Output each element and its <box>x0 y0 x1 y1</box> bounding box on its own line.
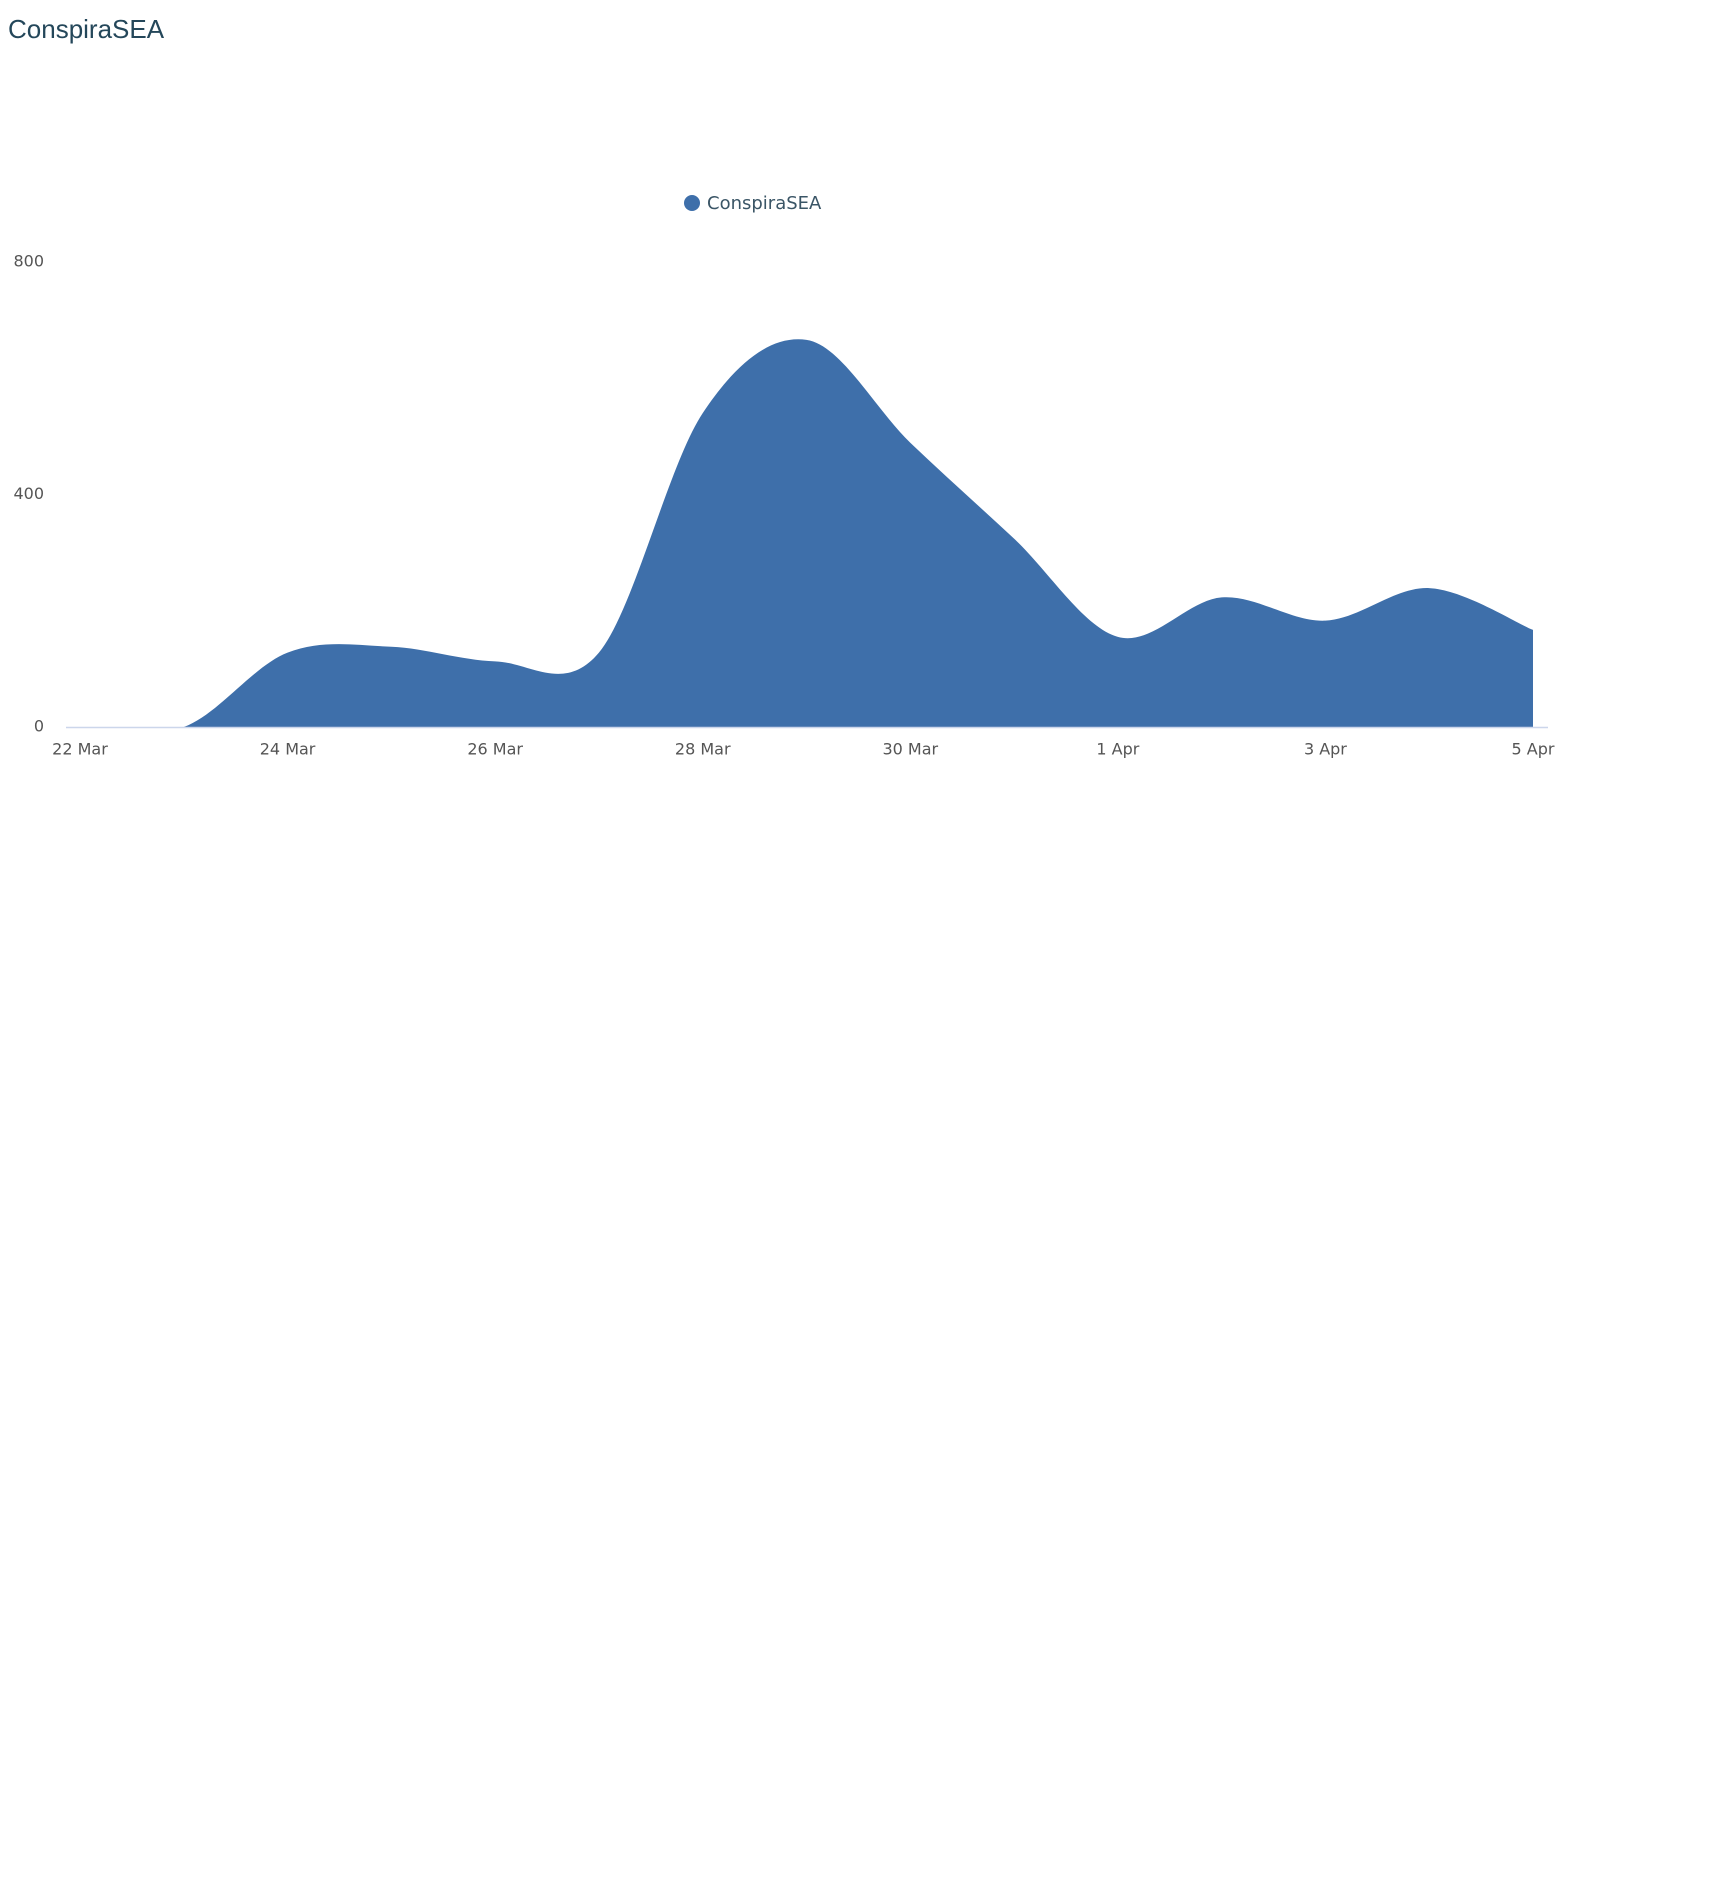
x-tick-label: 5 Apr <box>1512 740 1555 759</box>
x-tick-label: 22 Mar <box>52 740 108 759</box>
x-tick-label: 26 Mar <box>467 740 523 759</box>
x-tick-label: 24 Mar <box>260 740 316 759</box>
x-tick-label: 1 Apr <box>1096 740 1139 759</box>
x-tick-label: 28 Mar <box>675 740 731 759</box>
y-tick-label: 800 <box>13 252 44 271</box>
x-tick-label: 30 Mar <box>882 740 938 759</box>
y-tick-label: 0 <box>34 717 44 736</box>
chart: 0 400 800 22 Mar 24 Mar 26 Mar 28 Mar 30 Mar 1 A… <box>13 193 1555 759</box>
legend-label: ConspiraSEA <box>707 193 822 214</box>
legend-marker <box>684 195 700 211</box>
area <box>80 339 1533 727</box>
y-tick-label: 400 <box>13 484 44 503</box>
x-tick-label: 3 Apr <box>1304 740 1347 759</box>
chart-title: ConspiraSEA <box>8 14 165 44</box>
